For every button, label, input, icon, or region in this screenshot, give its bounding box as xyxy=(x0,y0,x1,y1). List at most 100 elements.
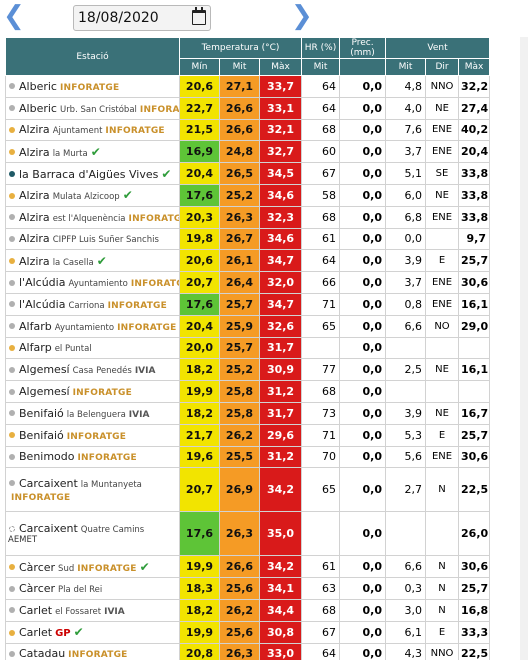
scrollbar[interactable] xyxy=(520,37,528,660)
wind-max-cell: 22,5 xyxy=(458,642,491,660)
station-cell[interactable]: Carcaixent la Muntanyeta INFORATGE xyxy=(5,467,180,513)
station-cell[interactable]: Benifaió INFORATGE xyxy=(5,423,180,447)
date-picker[interactable] xyxy=(73,5,211,31)
station-name[interactable]: Benifaió xyxy=(19,428,64,442)
date-input[interactable] xyxy=(74,6,184,30)
table-row[interactable]: Alzira la Murta ✔ 16,9 24,8 32,7 60 0,0 3,… xyxy=(5,140,491,164)
station-cell[interactable]: Algemesí Casa Penedés IVIA xyxy=(5,358,180,382)
station-cell[interactable]: Alberic INFORATGE xyxy=(5,75,180,98)
station-name[interactable]: Alfarp xyxy=(19,341,52,355)
table-row[interactable]: Càrcer Pla del Rei 18,3 25,6 34,1 63 0,0 … xyxy=(5,577,491,600)
wind-max-cell: 25,7 xyxy=(458,577,491,600)
table-row[interactable]: Càrcer Sud INFORATGE ✔ 19,9 26,6 34,2 61 0,… xyxy=(5,555,491,579)
table-row[interactable]: Carlet GP ✔ 19,9 25,6 30,8 67 0,0 6,1 E 33… xyxy=(5,620,491,644)
station-name[interactable]: Càrcer xyxy=(19,582,56,596)
station-name[interactable]: Alfarb xyxy=(19,319,52,333)
station-cell[interactable]: Alzira la Murta ✔ xyxy=(5,140,180,164)
station-name[interactable]: la Barraca d'Aigües Vives xyxy=(19,167,159,181)
station-cell[interactable]: Alzira Ajuntament INFORATGE xyxy=(5,118,180,142)
status-dot-icon xyxy=(9,480,15,487)
station-name[interactable]: Algemesí xyxy=(19,363,70,377)
station-cell[interactable]: Alfarb Ayuntamiento INFORATGE xyxy=(5,314,180,338)
table-row[interactable]: Alzira Mulata Alzicoop ✔ 17,6 25,2 34,6 58… xyxy=(5,183,491,207)
station-name[interactable]: Alzira xyxy=(19,145,50,159)
table-row[interactable]: Alberic INFORATGE 20,6 27,1 33,7 64 0,0 4… xyxy=(5,75,491,98)
station-name[interactable]: Benimodo xyxy=(19,450,75,464)
col-wind-dir: Dir xyxy=(425,58,460,76)
chevron-right-icon[interactable]: ❯ xyxy=(291,1,313,31)
wind-mit-cell xyxy=(385,380,427,403)
table-row[interactable]: Alzira CIPFP Luis Suñer Sanchis 19,8 26,7… xyxy=(5,227,491,251)
table-row[interactable]: l'Alcúdia Carriona INFORATGE 17,6 25,7 34,… xyxy=(5,292,491,316)
wind-dir-cell xyxy=(425,380,460,403)
station-cell[interactable]: Alzira Mulata Alzicoop ✔ xyxy=(5,183,180,207)
station-cell[interactable]: Carcaixent Quatre Camins AEMET xyxy=(5,511,180,557)
station-cell[interactable]: Carlet el Fossaret IVIA xyxy=(5,598,180,622)
station-cell[interactable]: Benimodo INFORATGE xyxy=(5,445,180,469)
station-name[interactable]: Catadau xyxy=(19,647,66,660)
table-row[interactable]: Carcaixent la Muntanyeta INFORATGE 20,7 26… xyxy=(5,467,491,513)
station-cell[interactable]: Benifaió la Belenguera IVIA xyxy=(5,401,180,425)
station-name[interactable]: Alzira xyxy=(19,210,50,224)
station-name[interactable]: Càrcer xyxy=(19,560,56,574)
wind-max-cell: 25,7 xyxy=(458,249,491,273)
table-row[interactable]: Alzira Ajuntament INFORATGE 21,5 26,6 32,1… xyxy=(5,118,491,142)
table-row[interactable]: la Barraca d'Aigües Vives ✔ 20,4 26,5 34,… xyxy=(5,162,491,185)
table-row[interactable]: l'AlcúdiaAyuntamientoINFORATGE 20,7 26,4… xyxy=(5,271,491,294)
station-name[interactable]: Alzira xyxy=(19,254,50,268)
station-name[interactable]: Carlet xyxy=(19,626,53,640)
wind-max-cell: 32,2 xyxy=(458,75,491,98)
table-row[interactable]: Benifaió INFORATGE 21,7 26,2 29,6 71 0,0 … xyxy=(5,423,491,447)
station-cell[interactable]: Càrcer Sud INFORATGE ✔ xyxy=(5,555,180,579)
temp-max-cell: 34,2 xyxy=(258,555,303,579)
station-name[interactable]: Alzira xyxy=(19,232,50,246)
station-cell[interactable]: Alzira CIPFP Luis Suñer Sanchis xyxy=(5,227,180,251)
table-row[interactable]: Algemesí Casa Penedés IVIA 18,2 25,2 30,9 … xyxy=(5,358,491,382)
table-row[interactable]: Algemesí INFORATGE 19,9 25,8 31,2 68 0,0 xyxy=(5,380,491,403)
station-name[interactable]: Carlet xyxy=(19,603,53,617)
table-row[interactable]: Alzira la Casella ✔ 20,6 26,1 34,7 64 0,0 … xyxy=(5,249,491,273)
station-name[interactable]: Carcaixent xyxy=(19,522,78,536)
wind-max-cell: 33,8 xyxy=(458,205,491,229)
prec-cell: 0,0 xyxy=(339,577,387,600)
table-row[interactable]: Alfarb Ayuntamiento INFORATGE 20,4 25,9 32… xyxy=(5,314,491,338)
check-icon: ✔ xyxy=(122,188,133,203)
station-cell[interactable]: Alzira la Casella ✔ xyxy=(5,249,180,273)
station-cell[interactable]: Carlet GP ✔ xyxy=(5,620,180,644)
station-cell[interactable]: l'AlcúdiaAyuntamientoINFORATGE xyxy=(5,271,180,294)
status-dot-icon xyxy=(9,214,15,221)
table-row[interactable]: Benimodo INFORATGE 19,6 25,5 31,2 70 0,0 … xyxy=(5,445,491,469)
station-cell[interactable]: Càrcer Pla del Rei xyxy=(5,577,180,600)
wind-mit-cell: 6,1 xyxy=(385,620,427,644)
station-cell[interactable]: la Barraca d'Aigües Vives ✔ xyxy=(5,162,180,185)
station-name[interactable]: Alberic xyxy=(19,79,57,93)
table-row[interactable]: Carcaixent Quatre Camins AEMET 17,6 26,3 3… xyxy=(5,511,491,557)
table-row[interactable]: Alfarp el Puntal 20,0 25,7 31,7 0,0 xyxy=(5,336,491,360)
wind-max-cell: 20,4 xyxy=(458,140,491,164)
calendar-icon[interactable] xyxy=(192,7,206,25)
table-row[interactable]: Carlet el Fossaret IVIA 18,2 26,2 34,4 68 … xyxy=(5,598,491,622)
station-name[interactable]: Algemesí xyxy=(19,385,70,399)
table-row[interactable]: Catadau INFORATGE 20,8 26,3 33,0 64 0,0 4… xyxy=(5,642,491,660)
station-name[interactable]: l'Alcúdia xyxy=(19,276,66,290)
station-name[interactable]: Alberic xyxy=(19,101,57,115)
station-name[interactable]: Carcaixent xyxy=(19,476,78,490)
station-name[interactable]: l'Alcúdia xyxy=(19,297,66,311)
hr-cell: 58 xyxy=(301,183,341,207)
station-cell[interactable]: Catadau INFORATGE xyxy=(5,642,180,660)
temp-min-cell: 18,3 xyxy=(179,577,220,600)
table-row[interactable]: Benifaió la Belenguera IVIA 18,2 25,8 31,7… xyxy=(5,401,491,425)
wind-mit-cell: 7,6 xyxy=(385,118,427,142)
station-cell[interactable]: l'Alcúdia Carriona INFORATGE xyxy=(5,292,180,316)
chevron-left-icon[interactable]: ❮ xyxy=(3,1,25,31)
hr-cell: 68 xyxy=(301,118,341,142)
station-cell[interactable]: Alfarp el Puntal xyxy=(5,336,180,360)
station-cell[interactable]: Algemesí INFORATGE xyxy=(5,380,180,403)
station-name[interactable]: Benifaió xyxy=(19,406,64,420)
station-name[interactable]: Alzira xyxy=(19,123,50,137)
station-name[interactable]: Alzira xyxy=(19,189,50,203)
